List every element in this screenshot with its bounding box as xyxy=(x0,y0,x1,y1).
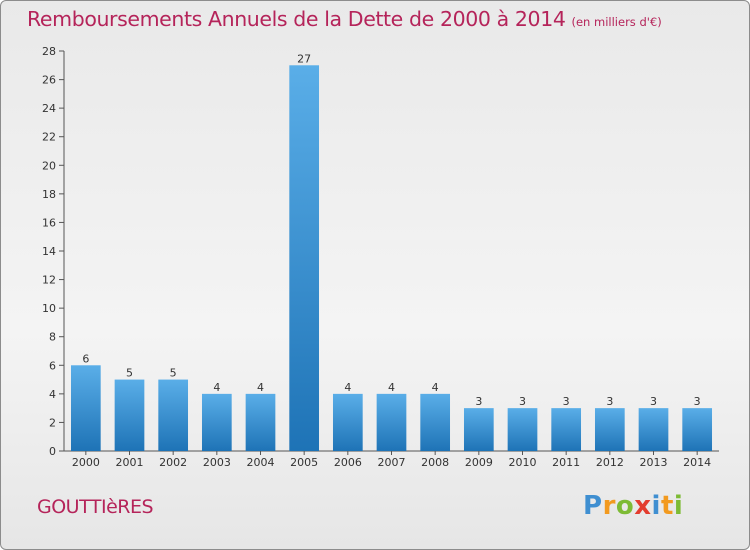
bar xyxy=(332,393,363,451)
bar xyxy=(420,393,451,451)
bar xyxy=(638,408,669,451)
bar-value-label: 4 xyxy=(432,381,439,394)
x-tick-label: 2000 xyxy=(72,456,100,469)
x-tick-label: 2004 xyxy=(247,456,275,469)
y-tick-label: 18 xyxy=(42,188,56,201)
bar xyxy=(289,65,320,452)
y-tick-label: 6 xyxy=(49,359,56,372)
x-tick-label: 2013 xyxy=(640,456,668,469)
proxiti-logo: Proxiti xyxy=(583,491,683,521)
x-tick-label: 2008 xyxy=(421,456,449,469)
y-tick-label: 2 xyxy=(49,416,56,429)
logo-letter: o xyxy=(615,491,635,521)
bar-value-label: 4 xyxy=(213,381,220,394)
logo-letter: r xyxy=(602,491,616,521)
x-tick-label: 2007 xyxy=(378,456,406,469)
y-tick-label: 14 xyxy=(42,245,56,258)
x-tick-label: 2011 xyxy=(552,456,580,469)
bar xyxy=(201,393,232,451)
bar xyxy=(551,408,582,451)
bar-value-label: 3 xyxy=(694,395,701,408)
bar xyxy=(158,379,189,451)
y-tick-label: 16 xyxy=(42,216,56,229)
bar-value-label: 4 xyxy=(344,381,351,394)
bar xyxy=(376,393,407,451)
bar-value-label: 6 xyxy=(82,352,89,365)
x-axis: 2000 2001 2002 2003 2004 2005 2006 2007 2008 2009… xyxy=(64,450,719,469)
logo-letter: i xyxy=(673,491,684,521)
y-tick-label: 20 xyxy=(42,159,56,172)
bar-value-label: 5 xyxy=(126,367,133,380)
logo-letter: P xyxy=(583,491,603,521)
bar xyxy=(114,379,145,451)
bar-value-label: 3 xyxy=(606,395,613,408)
bar-value-label: 4 xyxy=(388,381,395,394)
x-tick-label: 2009 xyxy=(465,456,493,469)
logo-letter: x xyxy=(634,491,652,521)
x-tick-label: 2006 xyxy=(334,456,362,469)
bar xyxy=(594,408,625,451)
chart-title-unit: (en milliers d'€) xyxy=(571,15,662,29)
bar xyxy=(463,408,494,451)
y-tick-label: 0 xyxy=(49,445,56,458)
y-tick-label: 22 xyxy=(42,131,56,144)
bar-value-label: 3 xyxy=(650,395,657,408)
chart-title-main: Remboursements Annuels de la Dette de 20… xyxy=(27,7,566,31)
x-tick-label: 2002 xyxy=(159,456,187,469)
bar xyxy=(245,393,276,451)
bar xyxy=(70,365,101,451)
bar-value-label: 3 xyxy=(519,395,526,408)
y-tick-label: 26 xyxy=(42,74,56,87)
y-tick-label: 8 xyxy=(49,331,56,344)
bar-value-label: 27 xyxy=(297,52,311,65)
x-tick-label: 2012 xyxy=(596,456,624,469)
bar xyxy=(682,408,713,451)
bar xyxy=(507,408,538,451)
bars: 6 5 5 4 4 27 4 4 4 3 3 3 3 3 3 xyxy=(70,52,713,452)
logo-letter: t xyxy=(660,491,674,521)
y-tick-label: 10 xyxy=(42,302,56,315)
y-tick-label: 24 xyxy=(42,102,56,115)
bar-value-label: 3 xyxy=(475,395,482,408)
logo-letter: i xyxy=(651,491,661,521)
x-tick-label: 2003 xyxy=(203,456,231,469)
commune-name: GOUTTIèRES xyxy=(37,496,154,518)
x-tick-label: 2001 xyxy=(116,456,144,469)
x-tick-label: 2014 xyxy=(683,456,711,469)
bar-value-label: 3 xyxy=(563,395,570,408)
y-tick-label: 12 xyxy=(42,274,56,287)
x-tick-label: 2010 xyxy=(509,456,537,469)
y-tick-label: 4 xyxy=(49,388,56,401)
chart-title: Remboursements Annuels de la Dette de 20… xyxy=(27,7,662,31)
bar-value-label: 5 xyxy=(170,367,177,380)
y-tick-label: 28 xyxy=(42,45,56,58)
bar-value-label: 4 xyxy=(257,381,264,394)
x-tick-label: 2005 xyxy=(290,456,318,469)
